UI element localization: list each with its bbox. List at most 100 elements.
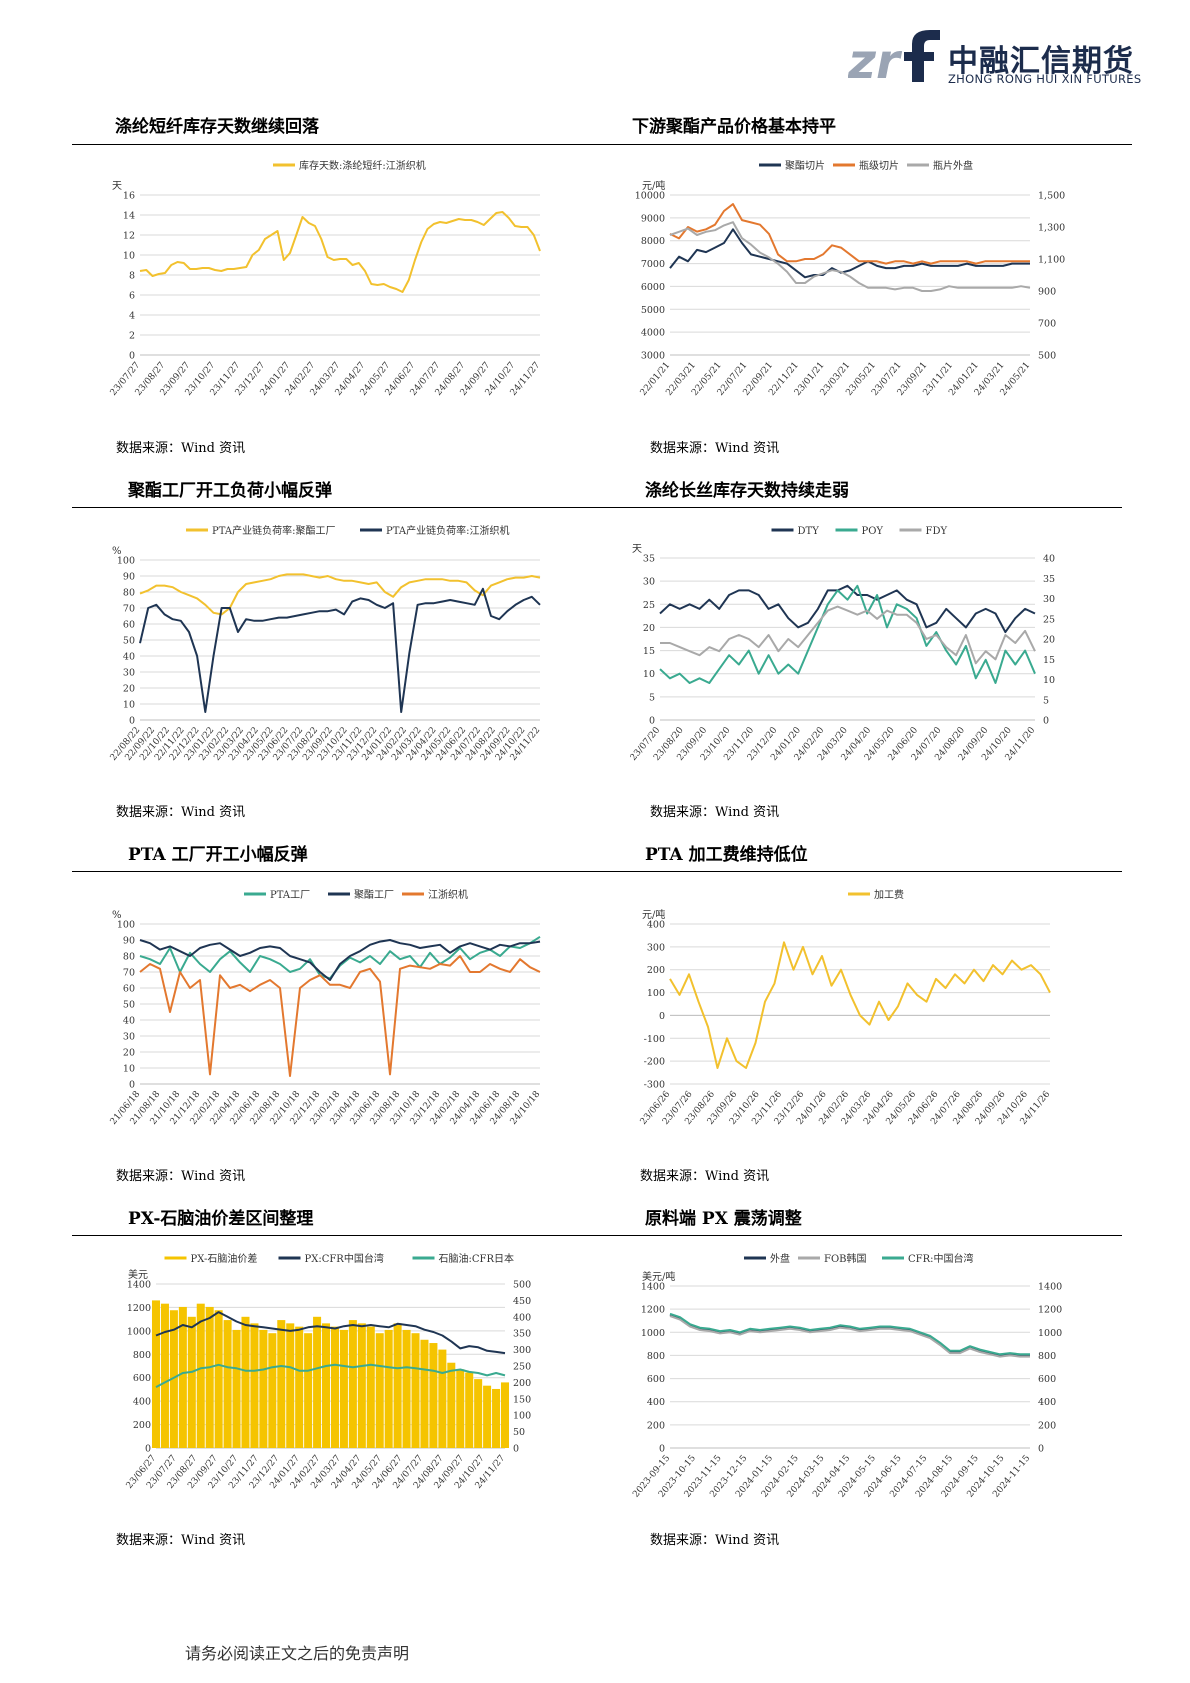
y-tick-label: 200 [647, 1420, 665, 1431]
bar [214, 1310, 223, 1448]
brand-name: 中融汇信期货 [948, 44, 1134, 79]
y2-tick-label: 500 [1038, 351, 1056, 362]
y-tick-label: 200 [647, 965, 665, 976]
y-unit-label: % [112, 910, 122, 921]
y-tick-label: 1400 [127, 1280, 151, 1291]
panel-title-5: PTA 工厂开工小幅反弹 [128, 845, 308, 865]
chart-filament-inventory: 0 5 10 15 20 25 30 35 天 0 5 10 15 20 25 30 35 40 23/07/20 2… [630, 520, 1090, 790]
y-tick-label: 5 [649, 692, 655, 703]
y-tick-label: 10 [123, 251, 135, 262]
chart-polyester-prices: 3000 4000 5000 6000 7000 8000 9000 10000 元/吨 500 7… [630, 155, 1090, 425]
panel-title-6: PTA 加工费维持低位 [645, 845, 808, 865]
legend-label: FOB韩国 [824, 1252, 867, 1265]
series-line [139, 211, 541, 293]
legend-label: FDY [926, 526, 948, 537]
y-tick-label: 35 [643, 554, 655, 565]
y-tick-label: 1200 [127, 1303, 151, 1314]
y2-tick-label: 15 [1043, 655, 1055, 666]
bar [304, 1333, 313, 1448]
bar [375, 1333, 384, 1448]
series-line [139, 955, 541, 1077]
y2-tick-label: 1,500 [1038, 191, 1065, 202]
y2-tick-label: 1,300 [1038, 223, 1065, 234]
bar [259, 1329, 268, 1448]
chart-svg-7: 0200400600800100012001400美元/吨02004006008… [631, 1252, 1062, 1500]
source-note-1: 数据来源：Wind 资讯 [116, 441, 246, 456]
bar [277, 1320, 286, 1448]
y-tick-label: 0 [145, 1444, 151, 1455]
y-tick-label: 0 [129, 351, 135, 362]
zrf-logo-mark-icon: zr [847, 30, 940, 90]
y2-tick-label: 1,100 [1038, 255, 1065, 266]
bar [474, 1379, 483, 1448]
y-tick-label: 0 [649, 716, 655, 727]
source-note-8: 数据来源：Wind 资讯 [650, 1533, 780, 1548]
panel-title-1: 涤纶短纤库存天数继续回落 [115, 117, 319, 137]
chart-polyester-load: 0 10 20 30 40 50 60 70 80 90 100% 22/08/22 22/09/22 2… [100, 520, 560, 790]
y2-tick-label: 600 [1038, 1374, 1056, 1385]
series-line [659, 584, 1036, 634]
chart-svg-5: -300-200-1000100200300400元/吨23/06/2623/0… [639, 888, 1053, 1127]
series-line [139, 573, 541, 616]
source-note-2: 数据来源：Wind 资讯 [650, 441, 780, 456]
y-tick-label: 100 [647, 988, 665, 999]
y-unit-label: 天 [632, 544, 642, 555]
y-tick-label: 60 [123, 620, 135, 631]
y-tick-label: 4 [129, 311, 135, 322]
y-tick-label: 70 [123, 604, 135, 615]
legend-label: PTA工厂 [270, 890, 310, 901]
chart-svg-4: 0102030405060708090100%21/06/1821/08/182… [109, 888, 543, 1127]
legend-label: CFR:中国台湾 [908, 1252, 974, 1265]
y-tick-label: 1000 [641, 1328, 665, 1339]
legend-label: PTA产业链负荷率:聚酯工厂 [212, 524, 335, 537]
y2-tick-label: 350 [513, 1329, 531, 1340]
y-tick-label: 800 [133, 1350, 151, 1361]
y2-tick-label: 40 [1043, 554, 1055, 565]
y-tick-label: 1000 [127, 1326, 151, 1337]
y-tick-label: 30 [123, 668, 135, 679]
bar [241, 1316, 250, 1448]
series-line [669, 1315, 1030, 1358]
bar [339, 1329, 348, 1448]
source-note-6: 数据来源：Wind 资讯 [640, 1169, 770, 1184]
y2-tick-label: 0 [1038, 1444, 1044, 1455]
y2-tick-label: 900 [1038, 287, 1056, 298]
bar [196, 1303, 205, 1448]
series-line [669, 1313, 1030, 1357]
y2-tick-label: 400 [1038, 1397, 1056, 1408]
y-tick-label: 6000 [641, 282, 665, 293]
y-tick-label: 14 [123, 211, 135, 222]
y2-tick-label: 300 [513, 1345, 531, 1356]
y-tick-label: 400 [647, 1397, 665, 1408]
source-note-3: 数据来源：Wind 资讯 [116, 805, 246, 820]
legend-label: 库存天数:涤纶短纤:江浙织机 [299, 159, 426, 172]
bar [151, 1300, 161, 1448]
source-note-4: 数据来源：Wind 资讯 [650, 805, 780, 820]
y-tick-label: -100 [644, 1034, 665, 1045]
y2-tick-label: 35 [1043, 574, 1055, 585]
y-tick-label: 10 [643, 669, 655, 680]
y-tick-label: -200 [644, 1057, 665, 1068]
legend-label: PX:CFR中国台湾 [305, 1252, 384, 1265]
bar [205, 1306, 214, 1448]
bar [295, 1326, 304, 1448]
chart-staple-fiber-inventory: 0 2 4 6 8 10 12 14 16 天 23/07/27 23/08/27 23/09/27 23… [100, 155, 560, 425]
y-tick-label: 30 [123, 1032, 135, 1043]
y-tick-label: 20 [123, 1048, 135, 1059]
bar [492, 1388, 501, 1448]
y-tick-label: 200 [133, 1420, 151, 1431]
bar [160, 1303, 169, 1448]
bar [500, 1382, 510, 1448]
panel-title-3: 聚酯工厂开工负荷小幅反弹 [128, 481, 332, 501]
y2-tick-label: 500 [513, 1280, 531, 1291]
y2-tick-label: 150 [513, 1394, 531, 1405]
series-line [669, 941, 1051, 1069]
legend-label: 瓶级切片 [859, 159, 899, 172]
series-line [139, 939, 541, 981]
y2-tick-label: 1000 [1038, 1328, 1062, 1339]
chart-px-price: 0 200 400 600 800 1000 1200 1400 美元/吨 0 200 400 600 8… [630, 1248, 1090, 1518]
bar [322, 1323, 331, 1448]
legend-label: 江浙织机 [428, 888, 468, 901]
y2-tick-label: 250 [513, 1362, 531, 1373]
